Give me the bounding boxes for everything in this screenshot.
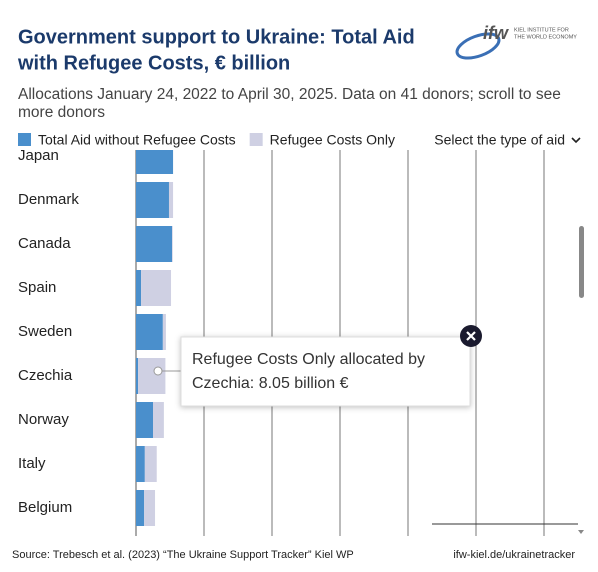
bar-segment — [136, 446, 145, 482]
y-tick-label: Canada — [18, 235, 71, 252]
subtitle: more donors — [18, 104, 105, 121]
tooltip-box — [180, 336, 471, 407]
subtitle: Allocations January 24, 2022 to April 30… — [18, 86, 561, 103]
link[interactable]: ifw-kiel.de/ukrainetracker — [453, 549, 575, 561]
bar-segment — [162, 314, 166, 350]
bar-segment — [136, 182, 169, 218]
tooltip-text: Czechia: 8.05 billion € — [192, 375, 349, 392]
tooltip-text: Refugee Costs Only allocated by — [192, 351, 425, 368]
bar-segment — [136, 358, 139, 394]
y-tick-label: Czechia — [18, 367, 73, 384]
chart-title: Government support to Ukraine: Total Aid — [18, 26, 415, 48]
scrollbar[interactable] — [579, 226, 584, 298]
y-tick-label: Belgium — [18, 499, 72, 516]
chevron[interactable] — [571, 137, 581, 144]
chart-title: with Refugee Costs, € billion — [17, 52, 290, 74]
bar-segment — [138, 358, 166, 394]
bar-segment — [136, 314, 163, 350]
bar-segment — [168, 182, 174, 218]
close-icon[interactable] — [466, 331, 476, 341]
tooltip: Refugee Costs Only allocated by Czechia:… — [153, 325, 482, 407]
tooltip-dot — [153, 366, 163, 376]
bar-segment — [136, 402, 153, 438]
legend-swatch — [18, 133, 31, 146]
bar-segment — [136, 490, 145, 526]
legend-label: Refugee Costs Only — [270, 132, 395, 148]
bar-segment — [136, 150, 174, 174]
scroll-arrow[interactable] — [578, 530, 584, 534]
y-tick-label: Italy — [18, 455, 46, 472]
source: Source: Trebesch et al. (2023) “The Ukra… — [12, 549, 354, 561]
logo: ifw KIEL INSTITUTE FOR THE WORLD ECONOMY — [455, 23, 577, 60]
bar-segment — [172, 226, 173, 262]
plot: Japan Denmark Canada Spain Sweden Czechia Norw… — [18, 147, 545, 536]
y-tick-label: Sweden — [18, 323, 72, 340]
aid-type-select[interactable]: Select the type of aid — [434, 132, 565, 148]
bar-segment — [144, 446, 157, 482]
legend-swatch — [249, 133, 263, 146]
logo-text: THE WORLD ECONOMY — [514, 34, 577, 40]
y-tick-label: Spain — [18, 279, 56, 296]
bar-segment — [144, 490, 156, 526]
bar-segment — [141, 270, 172, 306]
bar-segment — [153, 402, 164, 438]
bar-segment — [136, 270, 142, 306]
y-tick-label: Japan — [18, 147, 59, 164]
logo-mark: ifw — [483, 23, 509, 43]
bar-segment — [136, 226, 173, 262]
logo-text: KIEL INSTITUTE FOR — [514, 27, 569, 33]
legend-label: Total Aid without Refugee Costs — [38, 132, 236, 148]
y-tick-label: Norway — [18, 411, 69, 428]
y-tick-label: Denmark — [18, 191, 79, 208]
